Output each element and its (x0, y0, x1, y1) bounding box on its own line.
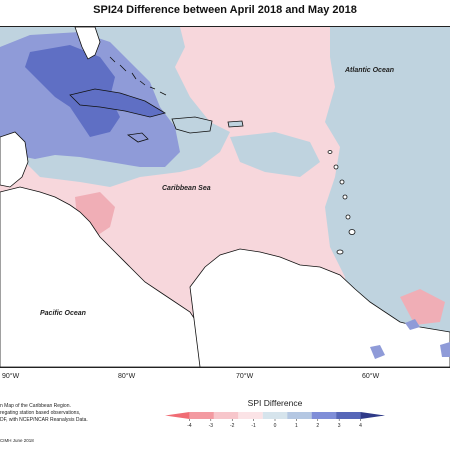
legend-tick-label: 1 (295, 423, 298, 429)
legend-tick-label: -3 (209, 423, 214, 429)
legend-tick-label: -1 (251, 423, 256, 429)
legend-tick-label: 4 (359, 423, 362, 429)
legend-swatch (287, 412, 312, 419)
map-panel[interactable]: Atlantic Ocean Caribbean Sea Pacific Oce… (0, 26, 450, 368)
moderate-negative-land-patch (440, 342, 450, 357)
legend-swatch (336, 412, 361, 419)
land-jamaica (126, 132, 149, 143)
longitude-label: 60°W (362, 373, 380, 380)
legend-tick-label: -4 (187, 423, 192, 429)
credit-line: regating station based observations, (0, 410, 81, 416)
strong-negative-region (25, 45, 120, 137)
land-yucatan (0, 131, 29, 188)
land-south-america (189, 248, 450, 367)
legend-tick-label: 2 (316, 423, 319, 429)
lesser-antilles (327, 150, 356, 255)
credit-stamp: CIMH June 2018 (0, 438, 34, 443)
moderate-positive-region-east (400, 289, 445, 325)
color-legend: SPI Difference -4 -3 -2 -1 0 1 2 3 4 (150, 398, 400, 438)
pacific-ocean-label: Pacific Ocean (40, 310, 86, 317)
weak-negative-region-central (230, 132, 320, 177)
moderate-negative-land-patch (405, 319, 420, 330)
weak-negative-region-east (325, 27, 450, 367)
caribbean-sea-label: Caribbean Sea (162, 185, 211, 192)
land-hispaniola (171, 116, 213, 134)
legend-tick-label: -2 (230, 423, 235, 429)
legend-swatch (238, 412, 263, 419)
legend-swatch (360, 412, 385, 419)
legend-colorbar: -4 -3 -2 -1 0 1 2 3 4 (165, 412, 385, 429)
legend-tick-label: 3 (338, 423, 341, 429)
land-puerto-rico (227, 120, 244, 128)
credit-line: n Map of the Caribbean Region. (0, 403, 71, 409)
spi-map: Atlantic Ocean Caribbean Sea Pacific Oce… (0, 27, 450, 367)
land-cuba (69, 88, 167, 118)
bahamas-islands (109, 56, 167, 96)
moderate-negative-land-patch (370, 345, 385, 359)
legend-swatch (189, 412, 214, 419)
legend-swatch (165, 412, 190, 419)
legend-swatch (311, 412, 337, 419)
longitude-label: 90°W (2, 373, 20, 380)
credit-line: DF, with NCEP/NCAR Reanalysis Data. (0, 417, 88, 423)
map-title: SPI24 Difference between April 2018 and … (93, 4, 357, 16)
legend-title: SPI Difference (247, 398, 303, 408)
longitude-label: 70°W (236, 373, 254, 380)
legend-tick-label: 0 (274, 423, 277, 429)
atlantic-ocean-label: Atlantic Ocean (344, 67, 394, 74)
land-florida (74, 27, 101, 60)
longitude-label: 80°W (118, 373, 136, 380)
map-credits: n Map of the Caribbean Region. regating … (0, 403, 88, 424)
legend-swatch (262, 412, 288, 419)
legend-swatch (213, 412, 239, 419)
